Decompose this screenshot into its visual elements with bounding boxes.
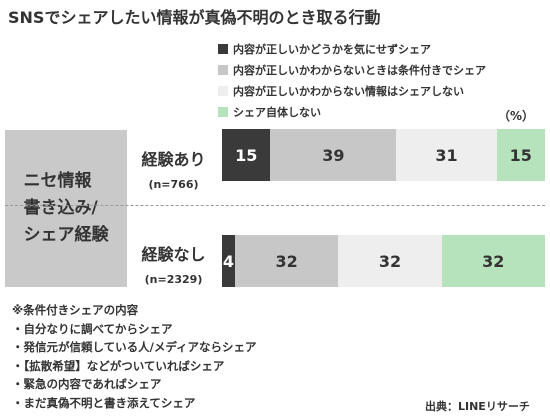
group-label: ニセ情報 書き込み/ シェア経験	[23, 171, 109, 245]
stacked-bar: 4 32 32 32	[222, 235, 545, 287]
group-label-box: ニセ情報 書き込み/ シェア経験	[5, 130, 127, 287]
category-name: 経験あり	[141, 150, 206, 169]
legend-item: 内容が正しいかわからない情報はシェアしない	[218, 80, 486, 101]
category-sample-size: (n=2329)	[144, 273, 203, 286]
bar-segment: 39	[270, 129, 397, 181]
note-line: ・【拡散希望】などがついていればシェア	[12, 358, 225, 373]
unit-label: （%）	[498, 109, 535, 123]
legend-item: シェア自体しない	[218, 101, 486, 122]
legend-label: 内容が正しいかどうかを気にせずシェア	[233, 42, 431, 56]
bar-segment: 15	[222, 129, 271, 181]
legend-label: 内容が正しいかわからない情報はシェアしない	[233, 84, 464, 98]
bar-value-label: 4	[222, 251, 235, 271]
note-line: ・発信元が信頼している人/メディアならシェア	[12, 340, 257, 355]
note-line: ・自分なりに調べてからシェア	[12, 321, 173, 336]
note-line: ※条件付きシェアの内容	[12, 303, 139, 317]
notes: ※条件付きシェアの内容・自分なりに調べてからシェア・発信元が信頼している人/メデ…	[12, 301, 257, 413]
legend: 内容が正しいかどうかを気にせずシェア内容が正しいかわからないときは条件付きでシェ…	[218, 38, 486, 122]
row-divider	[5, 205, 545, 206]
legend-label: 内容が正しいかわからないときは条件付きでシェア	[233, 63, 486, 77]
note-line: ・緊急の内容であればシェア	[12, 377, 162, 392]
legend-item: 内容が正しいかわからないときは条件付きでシェア	[218, 59, 486, 80]
category-sample-size: (n=766)	[148, 178, 199, 191]
bar-segment: 32	[234, 235, 339, 287]
chart-title: SNSでシェアしたい情報が真偽不明のとき取る行動	[8, 8, 381, 27]
category-label: 経験なし (n=2329)	[127, 241, 220, 286]
bar-value-label: 15	[509, 145, 532, 165]
source-credit: 出典：LINEリサーチ	[425, 400, 530, 413]
stacked-bar: 15 39 31 15	[222, 129, 545, 181]
note-line: ・まだ真偽不明と書き添えてシェア	[12, 395, 196, 410]
bar-segment: 15	[496, 129, 545, 181]
legend-item: 内容が正しいかどうかを気にせずシェア	[218, 38, 486, 59]
bar-segment: 4	[222, 235, 235, 287]
bar-segment: 32	[338, 235, 442, 287]
bar-value-label: 39	[322, 145, 345, 165]
bar-value-label: 31	[435, 145, 458, 165]
bar-value-label: 32	[482, 251, 505, 271]
bar-value-label: 32	[378, 251, 402, 271]
legend-swatch	[218, 106, 228, 117]
bar-segment: 32	[441, 235, 545, 287]
category-name: 経験なし	[141, 245, 206, 264]
category-label: 経験あり (n=766)	[127, 146, 220, 191]
legend-swatch	[218, 64, 228, 75]
bar-value-label: 32	[275, 251, 298, 271]
legend-label: シェア自体しない	[233, 105, 321, 119]
legend-swatch	[218, 85, 228, 96]
bar-value-label: 15	[235, 145, 258, 165]
legend-swatch	[218, 43, 228, 54]
bar-segment: 31	[396, 129, 497, 181]
